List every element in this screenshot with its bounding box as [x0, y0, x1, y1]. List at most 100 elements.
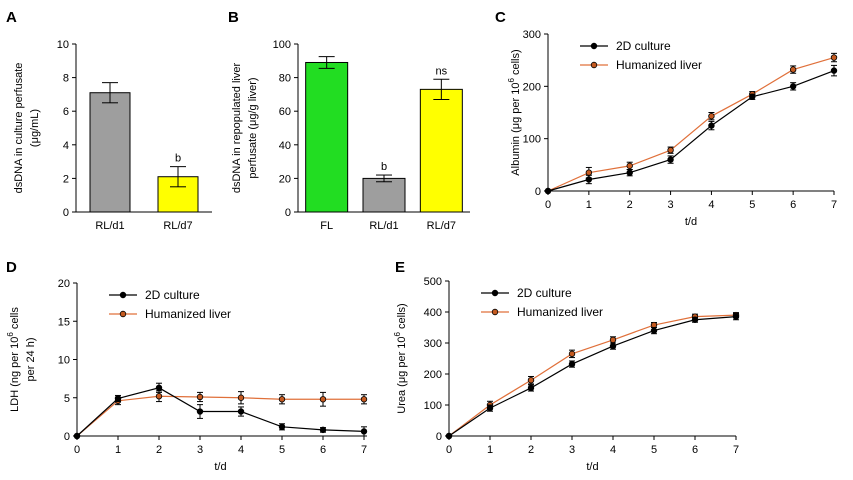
- panel-c-chart: 0 100 200 300 0 1 2 3 4 5 6 7 t/d 2D culture Humanized…: [507, 29, 838, 228]
- data-point: [568, 360, 576, 368]
- x-tick-label: 5: [651, 444, 657, 456]
- x-tick-label: RL/d1: [369, 220, 398, 232]
- legend-entry: Humanized liver: [145, 307, 231, 321]
- y-axis-label: Urea (μg per 106 cells): [393, 303, 408, 413]
- data-point: [360, 428, 368, 435]
- y-tick-label: 15: [58, 316, 70, 328]
- x-tick-label: 2: [528, 444, 534, 456]
- panel-letter-b: B: [228, 9, 239, 26]
- data-point: [691, 316, 699, 323]
- series-line: [76, 395, 364, 437]
- y-tick-label: 8: [63, 73, 69, 85]
- data-point: [319, 426, 327, 434]
- data-point: [155, 393, 163, 400]
- x-tick-label: RL/d7: [427, 220, 456, 232]
- series-line: [547, 56, 835, 192]
- data-point: [626, 162, 633, 170]
- y-tick-label: 100: [424, 400, 442, 412]
- x-tick-label: 7: [361, 444, 367, 456]
- y-axis-label-superscript: 6: [507, 78, 516, 83]
- y-axis-label-text: Albumin (μg per 10: [510, 83, 522, 176]
- panel-letter-c: C: [495, 9, 506, 26]
- x-tick-label: 6: [692, 444, 698, 456]
- panel-d-chart: 0 5 10 15 20 0 1 2 3 4 5 6 7 t/d 2D culture Humanized l…: [6, 278, 368, 473]
- y-axis-label-text: Urea (μg per 10: [396, 336, 408, 413]
- x-tick-label: 3: [668, 199, 674, 211]
- data-point: [789, 83, 797, 90]
- y-tick-label: 6: [63, 106, 69, 118]
- x-tick-label: 7: [831, 199, 837, 211]
- y-tick-label: 400: [424, 307, 442, 319]
- y-tick-label: 40: [279, 140, 291, 152]
- data-point: [626, 169, 633, 176]
- y-axis-label-text: LDH (ng per 10: [9, 337, 21, 412]
- bar: [89, 92, 131, 213]
- y-tick-label: 200: [424, 369, 442, 381]
- y-axis-label-tail: cells): [510, 49, 522, 78]
- data-point: [114, 395, 122, 402]
- series-line: [76, 387, 365, 437]
- data-point: [527, 384, 535, 392]
- legend-entry: Humanized liver: [517, 305, 603, 319]
- y-axis-label-superscript: 6: [6, 332, 15, 337]
- y-axis-label: perfusate (μg/g liver): [247, 77, 259, 178]
- panel-letter-a: A: [6, 9, 17, 26]
- data-point: [708, 112, 715, 120]
- y-axis-label-tail: cells: [9, 307, 21, 333]
- x-tick-label: 0: [545, 199, 551, 211]
- y-axis-label-superscript: 6: [393, 331, 402, 336]
- legend-swatch-marker: [590, 42, 598, 50]
- x-tick-label: 5: [279, 444, 285, 456]
- y-tick-label: 0: [64, 431, 70, 443]
- y-axis-label-line-1: LDH (ng per 106 cells: [6, 307, 21, 412]
- y-tick-label: 20: [279, 173, 291, 185]
- significance-label: ns: [436, 65, 448, 77]
- legend-entry: 2D culture: [145, 288, 200, 302]
- y-axis-label: Albumin (μg per 106 cells): [507, 49, 522, 175]
- series-line: [448, 314, 737, 437]
- data-point: [445, 432, 453, 440]
- data-point: [544, 187, 552, 195]
- x-tick-label: RL/d7: [163, 220, 192, 232]
- x-tick-label: 1: [115, 444, 121, 456]
- data-point: [667, 146, 674, 154]
- y-tick-label: 20: [58, 278, 70, 290]
- data-point: [568, 350, 576, 358]
- data-point: [732, 313, 740, 320]
- x-tick-label: RL/d1: [95, 220, 124, 232]
- legend-entry: Humanized liver: [616, 58, 702, 72]
- y-tick-label: 2: [63, 173, 69, 185]
- y-axis-label: (μg/mL): [29, 109, 41, 147]
- data-point: [585, 169, 593, 176]
- y-tick-label: 10: [58, 355, 70, 367]
- x-tick-label: 4: [610, 444, 616, 456]
- panel-a-chart: 0 2 4 6 8 10 RL/d1 b RL/d7 dsDNA in culture perfu…: [13, 39, 212, 232]
- data-point: [708, 122, 715, 129]
- y-tick-label: 5: [64, 393, 70, 405]
- y-tick-label: 300: [523, 29, 541, 41]
- data-point: [609, 336, 617, 344]
- y-axis-label: dsDNA in repopulated liver: [231, 63, 243, 194]
- data-point: [237, 408, 245, 415]
- x-tick-label: 7: [733, 444, 739, 456]
- x-tick-label: 1: [487, 444, 493, 456]
- panel-b-chart: 0 20 40 60 80 100 FL b RL/d1 ns RL/d7 dsDNA in repo…: [231, 39, 470, 232]
- y-tick-label: 0: [63, 207, 69, 219]
- data-point: [609, 342, 617, 350]
- x-tick-label: 0: [74, 444, 80, 456]
- x-tick-label: 5: [749, 199, 755, 211]
- y-tick-label: 4: [63, 140, 69, 152]
- significance-label: b: [175, 153, 181, 165]
- y-axis-label-tail: cells): [396, 303, 408, 332]
- y-tick-label: 80: [279, 73, 291, 85]
- data-point: [196, 393, 204, 401]
- legend-entry: 2D culture: [517, 286, 572, 300]
- x-tick-label: 2: [627, 199, 633, 211]
- data-point: [650, 327, 658, 334]
- bar: [419, 88, 463, 213]
- y-tick-label: 500: [424, 276, 442, 288]
- x-tick-label: 0: [446, 444, 452, 456]
- data-point: [789, 66, 797, 73]
- y-tick-label: 0: [436, 431, 442, 443]
